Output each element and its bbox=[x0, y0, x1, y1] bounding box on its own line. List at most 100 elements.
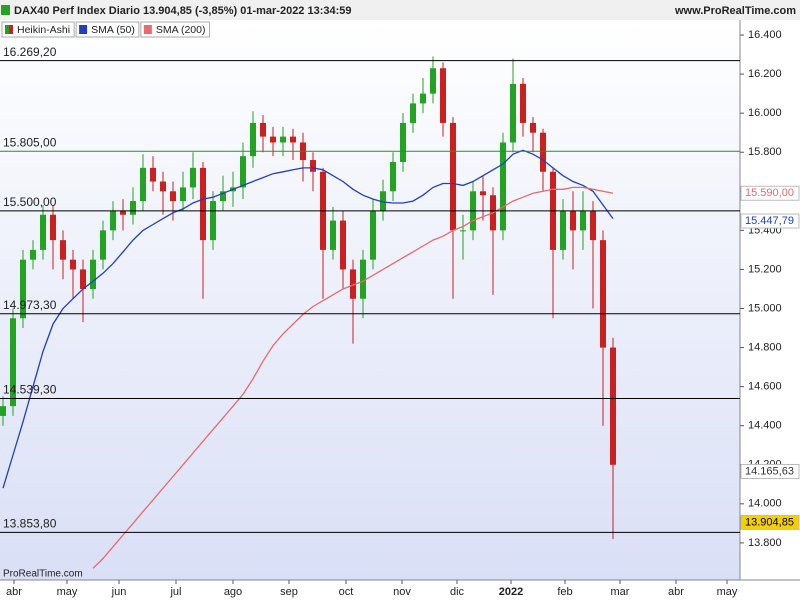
candle-body bbox=[30, 249, 36, 260]
chart-title: DAX40 Perf Index Diario 13.904,85 (-3,85… bbox=[14, 5, 352, 17]
candle-body bbox=[10, 318, 16, 407]
candle-body bbox=[570, 210, 576, 231]
legend-swatch bbox=[143, 25, 152, 34]
candle-body bbox=[310, 160, 316, 172]
legend-swatch bbox=[9, 25, 13, 34]
candle-body bbox=[380, 191, 386, 211]
x-tick-label: sep bbox=[280, 586, 298, 598]
candle-body bbox=[600, 240, 606, 348]
candle-body bbox=[610, 347, 616, 465]
y-tick-label: 15.200 bbox=[748, 263, 782, 275]
level-label: 14.539,30 bbox=[3, 383, 57, 397]
y-tick-label: 14.600 bbox=[748, 381, 782, 393]
x-tick-label: 2022 bbox=[499, 586, 523, 598]
candle-body bbox=[200, 167, 206, 241]
price-tag-label: 15.447,79 bbox=[745, 215, 794, 227]
level-label: 16.269,20 bbox=[3, 45, 57, 59]
x-tick-label: ago bbox=[224, 586, 242, 598]
y-tick-label: 14.000 bbox=[748, 498, 782, 510]
candle-body bbox=[580, 210, 586, 231]
candle-body bbox=[100, 230, 106, 260]
x-tick-label: may bbox=[717, 586, 738, 598]
candle-body bbox=[370, 210, 376, 260]
x-tick-label: jul bbox=[169, 586, 181, 598]
candle-body bbox=[60, 240, 66, 260]
candle-body bbox=[480, 191, 486, 196]
price-tag-label: 15.590,00 bbox=[745, 187, 794, 199]
candle-body bbox=[110, 210, 116, 231]
legend-box bbox=[75, 21, 140, 38]
y-axis-panel bbox=[740, 20, 800, 580]
candle-body bbox=[360, 259, 366, 299]
candle-body bbox=[410, 103, 416, 123]
candle-body bbox=[0, 406, 6, 416]
candle-body bbox=[290, 136, 296, 143]
y-tick-label: 16.000 bbox=[748, 107, 782, 119]
source: www.ProRealTime.com bbox=[674, 5, 796, 17]
candle-body bbox=[210, 201, 216, 241]
x-tick-label: abr bbox=[668, 586, 684, 598]
candle-body bbox=[430, 68, 436, 94]
plot-area bbox=[0, 20, 740, 580]
candle-body bbox=[330, 220, 336, 250]
candle-body bbox=[50, 214, 56, 241]
legend-swatch bbox=[79, 25, 88, 34]
price-tag-label: 13.904,85 bbox=[745, 516, 794, 528]
x-tick-label: mar bbox=[611, 586, 630, 598]
level-label: 15.805,00 bbox=[3, 135, 57, 149]
y-tick-label: 16.400 bbox=[748, 29, 782, 41]
price-tag-box bbox=[740, 514, 800, 530]
candle-body bbox=[280, 136, 286, 143]
candle-body bbox=[170, 191, 176, 202]
candle-body bbox=[520, 83, 526, 123]
title-icon bbox=[1, 5, 10, 15]
x-tick-label: feb bbox=[557, 586, 572, 598]
watermark: ProRealTime.com bbox=[3, 569, 83, 580]
candle-body bbox=[420, 93, 426, 104]
candle-body bbox=[150, 167, 156, 182]
candle-body bbox=[190, 167, 196, 188]
x-tick-label: oct bbox=[339, 586, 354, 598]
y-tick-label: 13.800 bbox=[748, 537, 782, 549]
candle-body bbox=[450, 122, 456, 231]
sma-line bbox=[92, 186, 614, 569]
candle-body bbox=[80, 269, 86, 289]
y-tick-label: 14.800 bbox=[748, 341, 782, 353]
y-tick-label: 15.000 bbox=[748, 302, 782, 314]
candle-body bbox=[120, 210, 126, 215]
candle-body bbox=[500, 142, 506, 231]
price-tag-box bbox=[740, 213, 800, 229]
y-tick-label: 16.200 bbox=[748, 68, 782, 80]
legend-label: SMA (50) bbox=[91, 24, 135, 36]
y-tick-label: 14.400 bbox=[748, 420, 782, 432]
level-label: 15.500,00 bbox=[3, 195, 57, 209]
candle-body bbox=[510, 83, 516, 143]
candle-body bbox=[70, 259, 76, 270]
candle-body bbox=[390, 162, 396, 192]
candle-body bbox=[40, 214, 46, 250]
x-tick-label: dic bbox=[450, 586, 465, 598]
price-tag-box bbox=[740, 463, 800, 479]
candle-body bbox=[140, 167, 146, 202]
candle-body bbox=[400, 122, 406, 163]
candle-body bbox=[250, 122, 256, 157]
header-bar bbox=[0, 0, 800, 20]
candle-body bbox=[340, 220, 346, 270]
legend-label: SMA (200) bbox=[156, 24, 206, 36]
candle-body bbox=[440, 68, 446, 123]
sma-line bbox=[2, 149, 614, 489]
legend-box bbox=[140, 21, 210, 38]
x-tick-label: may bbox=[57, 586, 78, 598]
level-label: 13.853,80 bbox=[3, 517, 57, 531]
legend-swatch bbox=[5, 25, 9, 34]
candle-body bbox=[20, 259, 26, 319]
candle-body bbox=[90, 259, 96, 289]
price-tag-box bbox=[740, 185, 800, 201]
x-tick-label: jun bbox=[111, 586, 127, 598]
candle-body bbox=[240, 156, 246, 188]
candle-body bbox=[540, 132, 546, 172]
candle-body bbox=[590, 210, 596, 241]
legend-label: Heikin-Ashi bbox=[17, 24, 70, 36]
candle-body bbox=[460, 230, 466, 232]
